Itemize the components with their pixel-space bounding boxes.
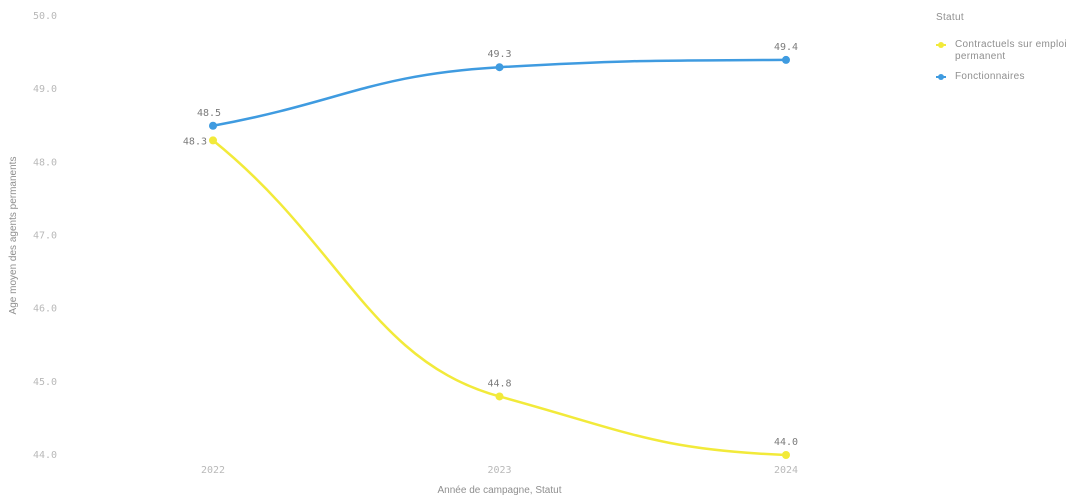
data-label: 44.0 <box>774 437 798 448</box>
y-tick-label: 48.0 <box>33 157 57 168</box>
legend-item-contractuels[interactable]: Contractuels sur emploi permanent <box>936 39 1081 63</box>
y-tick-label: 45.0 <box>33 377 57 388</box>
legend-item-fonctionnaires[interactable]: Fonctionnaires <box>936 71 1081 83</box>
x-tick-label: 2024 <box>774 465 798 476</box>
data-point[interactable] <box>495 392 504 401</box>
legend-label-contractuels: Contractuels sur emploi permanent <box>955 39 1067 62</box>
data-point[interactable] <box>782 451 790 459</box>
x-tick-label: 2022 <box>201 465 225 476</box>
y-axis-title: Age moyen des agents permanents <box>8 157 19 315</box>
y-tick-label: 50.0 <box>33 11 57 22</box>
legend: Statut Contractuels sur emploi permanent… <box>936 12 1081 91</box>
data-label: 48.5 <box>197 108 221 119</box>
y-axis: 50.0 49.0 48.0 47.0 46.0 45.0 44.0 <box>33 11 57 461</box>
legend-dot-contractuels <box>938 42 944 48</box>
data-label: 44.8 <box>487 378 511 389</box>
data-point[interactable] <box>495 63 504 72</box>
y-tick-label: 44.0 <box>33 450 57 461</box>
y-tick-label: 49.0 <box>33 84 57 95</box>
series-fonctionnaires: 48.5 49.3 49.4 <box>197 42 798 130</box>
legend-marker-fonctionnaires <box>936 72 946 82</box>
data-point[interactable] <box>209 121 217 130</box>
legend-marker-contractuels <box>936 40 946 50</box>
series-layer: 48.3 44.8 44.0 48.5 49.3 49.4 <box>183 42 798 459</box>
data-label: 49.3 <box>487 49 511 60</box>
legend-label-fonctionnaires: Fonctionnaires <box>955 71 1025 82</box>
data-label: 49.4 <box>774 42 798 53</box>
data-label: 48.3 <box>183 136 207 147</box>
x-axis-title: Année de campagne, Statut <box>438 485 562 496</box>
legend-title: Statut <box>936 12 964 23</box>
x-tick-label: 2023 <box>487 465 511 476</box>
x-axis: 2022 2023 2024 <box>201 465 798 476</box>
y-tick-label: 47.0 <box>33 231 57 242</box>
series-line <box>211 139 788 457</box>
data-point[interactable] <box>209 136 217 145</box>
series-contractuels: 48.3 44.8 44.0 <box>183 136 798 459</box>
legend-dot-fonctionnaires <box>938 74 944 80</box>
y-tick-label: 46.0 <box>33 304 57 315</box>
data-point[interactable] <box>782 55 790 64</box>
